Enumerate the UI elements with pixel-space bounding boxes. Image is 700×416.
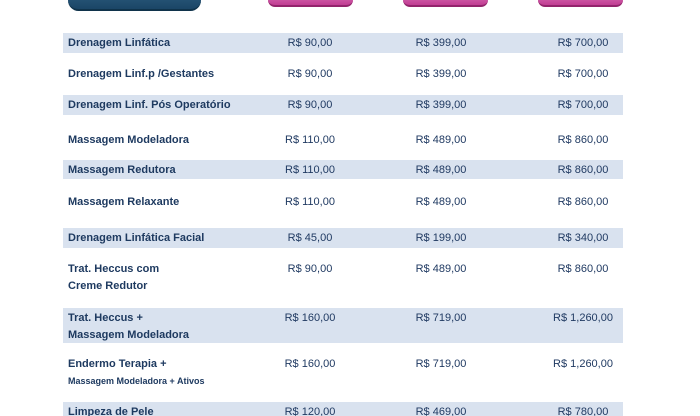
service-name: Massagem Modeladora — [68, 130, 189, 150]
price-cell: R$ 860,00 — [557, 164, 609, 176]
table-row: Trat. Heccus + Massagem Modeladora R$ 160,… — [63, 308, 623, 343]
service-name-line2: Creme Redutor — [68, 280, 148, 292]
service-name-line1: Drenagem Linf.p /Gestantes — [68, 68, 215, 80]
service-name: Massagem Relaxante — [68, 192, 179, 212]
service-name-line1: Drenagem Linfática Facial — [68, 232, 205, 244]
price-cell: R$ 1,260,00 — [553, 358, 613, 370]
service-name-line1: Massagem Modeladora — [68, 134, 190, 146]
price-cell: R$ 860,00 — [557, 196, 609, 208]
price-cell: R$ 160,00 — [284, 312, 336, 324]
service-name-line2: Massagem Modeladora — [68, 329, 190, 341]
service-name: Drenagem Linfática — [68, 33, 170, 53]
service-name-line2: Massagem Modeladora + Ativos — [68, 376, 205, 386]
table-row: Massagem Relaxante R$ 110,00 R$ 489,00 R$ 8… — [63, 192, 623, 212]
table-row: Massagem Modeladora R$ 110,00 R$ 489,00 R$ … — [63, 130, 623, 150]
service-name: Drenagem Linf. Pós Operatório — [68, 95, 231, 115]
price-cell: R$ 90,00 — [287, 68, 333, 80]
price-cell: R$ 860,00 — [557, 263, 609, 275]
table-row: Drenagem Linfática R$ 90,00 R$ 399,00 R$ 70… — [63, 33, 623, 53]
price-cell: R$ 1,260,00 — [553, 312, 613, 324]
price-cell: R$ 860,00 — [557, 134, 609, 146]
price-header-pill-3[interactable] — [538, 0, 623, 7]
table-row: Limpeza de Pele R$ 120,00 R$ 469,00 R$ 780,… — [63, 402, 623, 416]
price-cell: R$ 399,00 — [415, 68, 467, 80]
price-cell: R$ 160,00 — [284, 358, 336, 370]
price-cell: R$ 90,00 — [287, 37, 333, 49]
price-cell: R$ 489,00 — [415, 134, 467, 146]
price-cell: R$ 199,00 — [415, 232, 467, 244]
price-cell: R$ 340,00 — [557, 232, 609, 244]
service-name-line1: Drenagem Linfática — [68, 37, 171, 49]
price-cell: R$ 120,00 — [284, 406, 336, 416]
table-row: Massagem Redutora R$ 110,00 R$ 489,00 R$ 86… — [63, 160, 623, 179]
service-name-line1: Trat. Heccus com — [68, 263, 160, 275]
price-cell: R$ 90,00 — [287, 263, 333, 275]
price-cell: R$ 45,00 — [287, 232, 333, 244]
price-cell: R$ 489,00 — [415, 196, 467, 208]
price-cell: R$ 110,00 — [285, 134, 335, 146]
service-name-line1: Drenagem Linf. Pós Operatório — [68, 99, 231, 111]
service-name: Trat. Heccus + Massagem Modeladora — [68, 308, 189, 342]
price-cell: R$ 780,00 — [557, 406, 609, 416]
price-cell: R$ 110,00 — [285, 164, 335, 176]
service-name: Drenagem Linfática Facial — [68, 228, 204, 248]
price-header-pill-1[interactable] — [268, 0, 353, 7]
price-cell: R$ 719,00 — [415, 312, 467, 324]
price-cell: R$ 700,00 — [557, 68, 609, 80]
service-name-line1: Massagem Redutora — [68, 164, 176, 176]
service-name: Massagem Redutora — [68, 160, 176, 180]
price-cell: R$ 719,00 — [415, 358, 467, 370]
price-cell: R$ 489,00 — [415, 263, 467, 275]
price-cell: R$ 399,00 — [415, 99, 467, 111]
service-name-line1: Massagem Relaxante — [68, 196, 180, 208]
table-row: Drenagem Linf.p /Gestantes R$ 90,00 R$ 399… — [63, 64, 623, 84]
service-name: Endermo Terapia + Massagem Modeladora + A… — [68, 354, 204, 388]
service-name: Drenagem Linf.p /Gestantes — [68, 64, 214, 84]
price-cell: R$ 489,00 — [415, 164, 467, 176]
service-name: Trat. Heccus com Creme Redutor — [68, 259, 159, 293]
service-name-line1: Limpeza de Pele — [68, 406, 154, 416]
table-row: Drenagem Linfática Facial R$ 45,00 R$ 199,… — [63, 228, 623, 248]
price-cell: R$ 700,00 — [557, 37, 609, 49]
price-cell: R$ 110,00 — [285, 196, 335, 208]
service-name: Limpeza de Pele — [68, 402, 154, 416]
table-row: Drenagem Linf. Pós Operatório R$ 90,00 R$ … — [63, 95, 623, 115]
services-header-tab[interactable] — [68, 0, 201, 11]
price-cell: R$ 90,00 — [287, 99, 333, 111]
price-cell: R$ 399,00 — [415, 37, 467, 49]
service-name-line1: Trat. Heccus + — [68, 312, 143, 324]
table-row: Endermo Terapia + Massagem Modeladora + A… — [63, 354, 623, 388]
service-name-line1: Endermo Terapia + — [68, 358, 167, 370]
price-header-pill-2[interactable] — [403, 0, 488, 7]
table-row: Trat. Heccus com Creme Redutor R$ 90,00 R$ … — [63, 259, 623, 295]
price-cell: R$ 700,00 — [557, 99, 609, 111]
price-cell: R$ 469,00 — [415, 406, 467, 416]
